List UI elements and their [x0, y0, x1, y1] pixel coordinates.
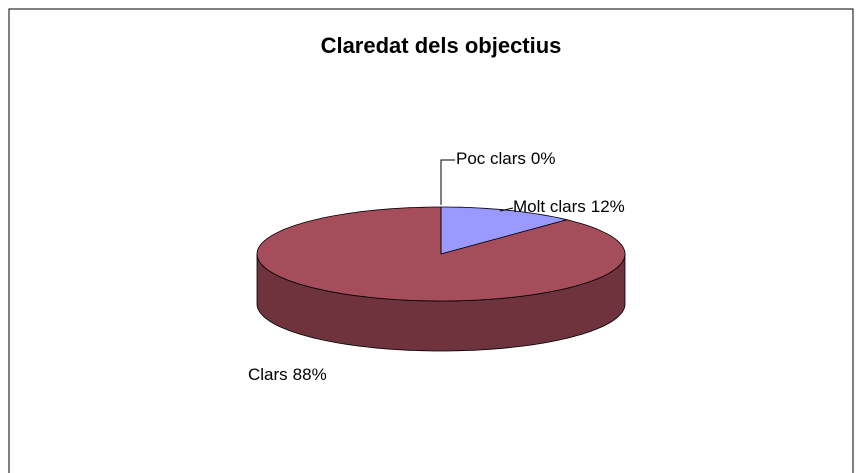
category-label: Poc clars	[456, 149, 526, 168]
category-label: Molt clars	[513, 197, 586, 216]
value-label: 88%	[293, 365, 327, 384]
value-label: 12%	[591, 197, 625, 216]
pie-tops	[256, 206, 626, 302]
chart-title: Claredat dels objectius	[321, 33, 562, 58]
value-label: 0%	[531, 149, 556, 168]
data-label: Poc clars 0%	[456, 149, 556, 168]
pie-slice	[440, 206, 568, 255]
leader-line	[499, 207, 514, 212]
data-label: Clars 88%	[248, 365, 327, 384]
category-label: Clars	[248, 365, 288, 384]
leader-line	[440, 159, 455, 205]
data-label: Molt clars 12%	[513, 197, 625, 216]
